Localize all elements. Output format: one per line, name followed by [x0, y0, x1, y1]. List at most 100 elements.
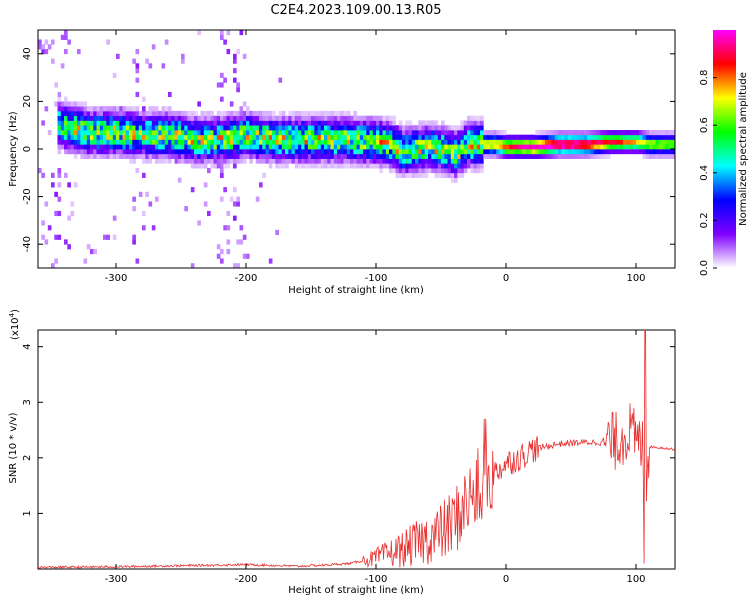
spectrogram-cell: [96, 115, 101, 121]
spectrogram-cell: [268, 134, 273, 140]
spectrogram-cell: [265, 130, 270, 136]
spectrogram-cell: [161, 130, 166, 136]
spectrogram-cell: [587, 134, 591, 140]
spectrogram-cell: [408, 134, 413, 140]
spectrogram-cell: [307, 120, 312, 126]
spectrogram-cell: [181, 144, 185, 150]
spectrogram-cell: [151, 110, 156, 117]
spectrogram-cell: [317, 125, 322, 131]
spectrogram-cell: [470, 125, 474, 131]
spectrogram-cell: [343, 134, 348, 140]
spectrogram-cell: [275, 130, 279, 136]
spectrogram-cell: [652, 149, 656, 155]
spectrogram-cell: [441, 139, 445, 145]
spectrogram-cell: [353, 134, 357, 140]
spectrogram-cell: [600, 149, 604, 155]
spectrogram-cell: [80, 153, 84, 159]
spectrogram-cell: [301, 139, 305, 145]
spectrogram-cell: [506, 149, 510, 155]
spectrogram-cell: [424, 153, 429, 159]
spectrogram-cell: [307, 110, 312, 117]
spectrogram-cell: [275, 134, 279, 140]
spectrogram-cell: [512, 134, 517, 140]
spectrogram-cell: [668, 149, 673, 155]
spectrogram-cell: [38, 168, 42, 174]
spectrogram-cell: [418, 163, 422, 169]
spectrogram-cell: [288, 125, 292, 131]
spectrogram-cell: [428, 144, 432, 150]
spectrogram-cell: [346, 139, 351, 145]
spectrogram-cell: [90, 125, 94, 131]
spectrogram-cell: [106, 134, 110, 140]
spectrogram-cell: [333, 144, 338, 150]
spectrogram-cell: [616, 134, 621, 140]
spectrogram-cell: [203, 153, 208, 159]
spectrogram-cell: [411, 153, 416, 159]
spectrogram-cell: [155, 158, 159, 164]
spectrogram-cell: [476, 125, 481, 131]
spectrogram-cell: [174, 125, 179, 131]
spectrogram-cell: [109, 153, 114, 159]
spectrogram-cell: [138, 149, 143, 155]
spectrogram-cell: [307, 153, 312, 159]
spectrogram-cell: [444, 144, 448, 150]
snr-multiplier-exponent: 4: [8, 312, 16, 317]
spectrogram-cell: [324, 125, 328, 131]
spectrogram-cell: [454, 139, 458, 145]
spectrogram-cell: [259, 182, 263, 188]
spectrogram-cell: [138, 125, 143, 131]
spectrogram-cell: [259, 134, 263, 140]
spectrogram-cell: [359, 134, 364, 140]
spectrogram-cell: [288, 130, 292, 136]
spectrogram-cell: [67, 244, 71, 250]
spectrogram-cell: [116, 120, 120, 126]
spectrogram-cell: [135, 110, 140, 117]
spectrogram-cell: [220, 139, 224, 145]
spectrogram-cell: [294, 125, 299, 131]
spectrogram-cell: [285, 144, 289, 150]
spectrogram-cell: [148, 125, 153, 131]
spectrogram-cell: [476, 163, 481, 169]
spectrogram-cell: [229, 110, 234, 117]
spectrogram-cell: [307, 139, 312, 145]
spectrogram-cell: [60, 130, 65, 136]
spectrogram-cell: [519, 134, 523, 140]
spectrogram-cell: [327, 163, 331, 169]
spectrogram-cell: [103, 110, 107, 117]
spectrogram-cell: [190, 115, 195, 121]
spectrogram-cell: [93, 144, 97, 150]
spectrogram-cell: [356, 120, 361, 126]
spectrogram-cell: [181, 158, 185, 164]
spectrogram-cell: [486, 130, 491, 136]
spectrogram-cell: [502, 130, 507, 136]
spectrogram-cell: [44, 239, 49, 245]
spectrogram-cell: [350, 130, 354, 136]
spectrogram-cell: [441, 125, 445, 131]
spectrogram-cell: [57, 115, 62, 121]
spectrogram-cell: [109, 106, 114, 112]
spectrogram-cell: [395, 125, 400, 131]
spectrogram-cell: [220, 110, 224, 117]
spectrogram-cell: [278, 149, 283, 155]
spectrogram-cell: [460, 153, 465, 159]
spectrogram-cell: [278, 130, 283, 136]
spectrogram-cell: [64, 34, 68, 40]
spectrogram-cell: [376, 158, 380, 164]
spectrogram-cell: [509, 139, 513, 145]
spectrogram-cell: [337, 149, 341, 155]
spectrogram-cell: [288, 158, 292, 164]
spectrogram-cell: [301, 149, 305, 155]
spectrogram-cell: [603, 130, 608, 136]
spectrogram-cell: [564, 139, 569, 145]
spectrogram-cell: [668, 134, 673, 140]
spectrogram-cell: [135, 125, 140, 131]
spectrogram-cell: [366, 134, 370, 140]
spectrogram-cell: [262, 130, 266, 136]
spectrogram-cell: [506, 139, 510, 145]
spectrogram-cell: [272, 110, 276, 117]
spectrogram-cell: [135, 130, 140, 136]
spectrogram-cell: [405, 120, 409, 126]
spectrogram-cell: [671, 134, 676, 140]
spectrogram-cell: [99, 139, 104, 145]
